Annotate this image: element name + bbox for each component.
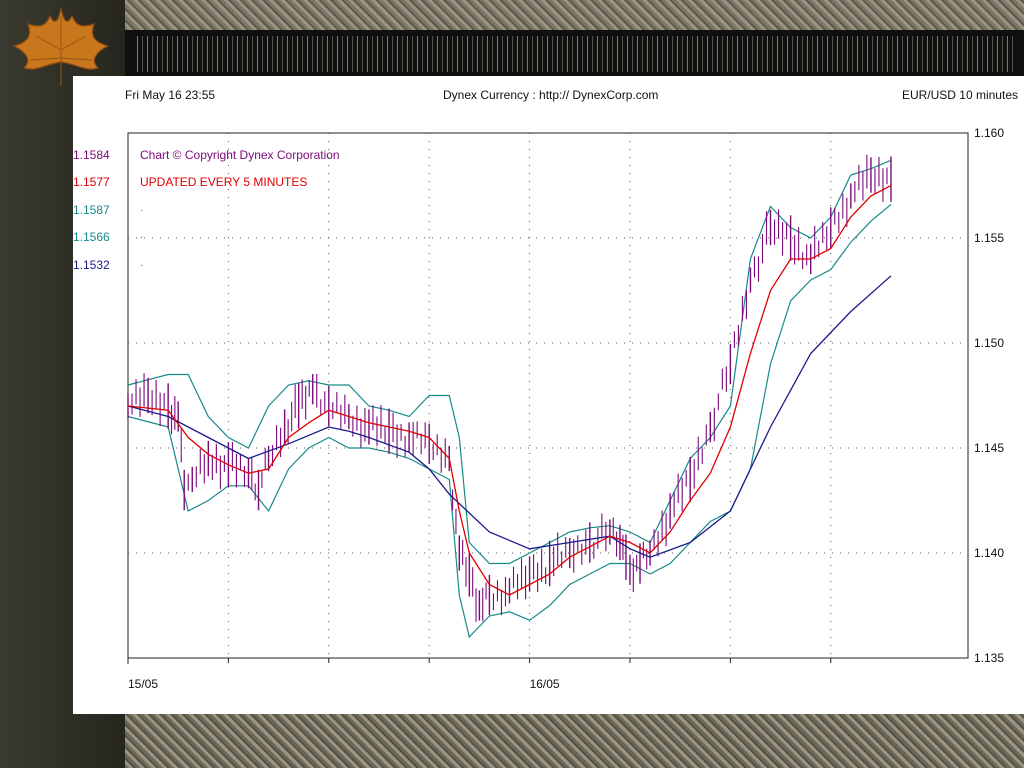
dot-marker: · [140, 232, 143, 243]
dot-marker: · [140, 205, 143, 216]
y-tick-label: 1.160 [974, 126, 1004, 140]
band-lower-line [127, 203, 892, 639]
legend-value-slow-ma: 1.1532 [73, 258, 110, 272]
slide-top-band [125, 0, 1024, 30]
x-tick-label: 15/05 [128, 677, 158, 691]
chart-source: Dynex Currency : http:// DynexCorp.com [443, 88, 659, 102]
chart-card: Fri May 16 23:55 Dynex Currency : http:/… [73, 76, 1024, 714]
y-tick-label: 1.150 [974, 336, 1004, 350]
plot-frame [127, 132, 969, 659]
y-tick-label: 1.135 [974, 651, 1004, 665]
y-tick-label: 1.145 [974, 441, 1004, 455]
y-tick-label: 1.155 [974, 231, 1004, 245]
x-tick-label: 16/05 [530, 677, 560, 691]
band-upper-line [127, 159, 892, 565]
dot-marker: · [140, 260, 143, 271]
slow-ma-line [127, 275, 892, 558]
chart-symbol: EUR/USD 10 minutes [901, 88, 1018, 102]
slide-bottom-band [125, 712, 1024, 768]
legend-value-bars: 1.1584 [73, 148, 110, 162]
legend-value-fast-ma: 1.1577 [73, 175, 110, 189]
copyright-note: Chart © Copyright Dynex Corporation [140, 148, 340, 162]
legend-value-band-lower: 1.1566 [73, 230, 110, 244]
maple-leaf-icon [12, 7, 110, 86]
price-chart: 1.135 1.140 1.145 1.150 1.155 1.160 15/05 16/0… [127, 126, 1004, 691]
fast-ma-line [127, 184, 892, 596]
y-tick-label: 1.140 [974, 546, 1004, 560]
update-note: UPDATED EVERY 5 MINUTES [140, 175, 307, 189]
legend-value-band-upper: 1.1587 [73, 203, 110, 217]
chart-date: Fri May 16 23:55 [125, 88, 216, 102]
slide-title-band [125, 30, 1024, 78]
